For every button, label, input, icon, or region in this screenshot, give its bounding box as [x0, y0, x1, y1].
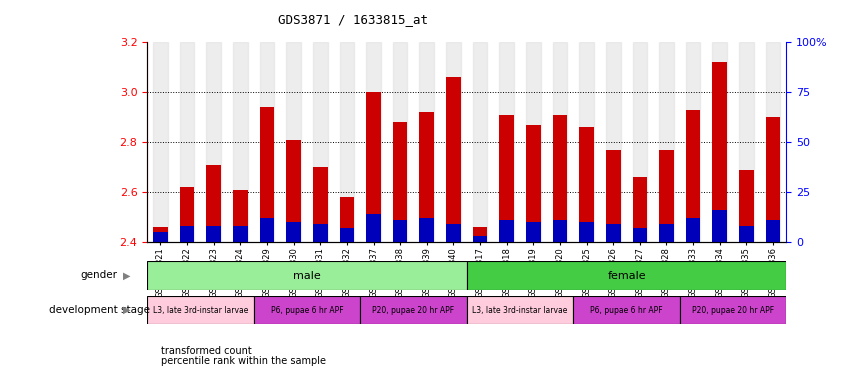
Bar [765, 117, 780, 242]
Bar [366, 92, 381, 242]
Bar [526, 124, 541, 242]
Text: GDS3871 / 1633815_at: GDS3871 / 1633815_at [278, 13, 428, 26]
Bar [147, 261, 467, 290]
Bar [233, 190, 248, 242]
Text: P20, pupae 20 hr APF: P20, pupae 20 hr APF [373, 306, 454, 314]
Bar [366, 214, 381, 242]
Text: ▶: ▶ [123, 270, 130, 280]
Bar [473, 227, 488, 242]
Bar [632, 42, 648, 242]
Bar [739, 42, 754, 242]
Bar [467, 296, 574, 324]
Bar [420, 112, 434, 242]
Text: female: female [607, 270, 646, 281]
Text: L3, late 3rd-instar larvae: L3, late 3rd-instar larvae [153, 306, 248, 314]
Bar [765, 42, 780, 242]
Bar [765, 220, 780, 242]
Bar [206, 42, 221, 242]
Bar [180, 226, 194, 242]
Bar [366, 42, 381, 242]
Text: ▶: ▶ [123, 305, 130, 315]
Bar [313, 167, 328, 242]
Bar [260, 42, 274, 242]
Bar [420, 42, 434, 242]
Bar [446, 224, 461, 242]
Bar [526, 222, 541, 242]
Bar [233, 226, 248, 242]
Bar [340, 197, 354, 242]
Bar [500, 115, 514, 242]
Bar [393, 220, 408, 242]
Bar [500, 220, 514, 242]
Bar [685, 110, 701, 242]
Bar [712, 62, 727, 242]
Bar [473, 236, 488, 242]
Bar [579, 42, 594, 242]
Bar [685, 42, 701, 242]
Bar [680, 296, 786, 324]
Bar [739, 226, 754, 242]
Text: P6, pupae 6 hr APF: P6, pupae 6 hr APF [590, 306, 663, 314]
Bar [632, 177, 648, 242]
Bar [206, 226, 221, 242]
Bar [286, 42, 301, 242]
Bar [473, 42, 488, 242]
Bar [260, 218, 274, 242]
Bar [340, 228, 354, 242]
Bar [420, 218, 434, 242]
Bar [739, 170, 754, 242]
Bar [579, 222, 594, 242]
Bar [153, 227, 168, 242]
Bar [500, 42, 514, 242]
Text: P20, pupae 20 hr APF: P20, pupae 20 hr APF [692, 306, 774, 314]
Bar [659, 42, 674, 242]
Bar [360, 296, 467, 324]
Bar [260, 107, 274, 242]
Bar [206, 165, 221, 242]
Bar [467, 261, 786, 290]
Bar [233, 42, 248, 242]
Bar [446, 77, 461, 242]
Text: transformed count: transformed count [161, 346, 252, 356]
Text: gender: gender [80, 270, 117, 280]
Bar [579, 127, 594, 242]
Bar [153, 232, 168, 242]
Bar [446, 42, 461, 242]
Bar [153, 42, 168, 242]
Bar [526, 42, 541, 242]
Bar [393, 122, 408, 242]
Bar [632, 228, 648, 242]
Bar [254, 296, 360, 324]
Bar [659, 224, 674, 242]
Bar [574, 296, 680, 324]
Bar [147, 296, 254, 324]
Bar [286, 140, 301, 242]
Bar [606, 42, 621, 242]
Bar [180, 42, 194, 242]
Text: development stage: development stage [49, 305, 150, 315]
Bar [553, 115, 568, 242]
Bar [553, 42, 568, 242]
Bar [393, 42, 408, 242]
Bar [286, 222, 301, 242]
Text: P6, pupae 6 hr APF: P6, pupae 6 hr APF [271, 306, 343, 314]
Text: male: male [294, 270, 320, 281]
Bar [313, 42, 328, 242]
Bar [712, 42, 727, 242]
Text: percentile rank within the sample: percentile rank within the sample [161, 356, 326, 366]
Bar [712, 210, 727, 242]
Bar [180, 187, 194, 242]
Bar [553, 220, 568, 242]
Bar [606, 150, 621, 242]
Bar [606, 224, 621, 242]
Bar [685, 218, 701, 242]
Bar [340, 42, 354, 242]
Bar [659, 150, 674, 242]
Text: L3, late 3rd-instar larvae: L3, late 3rd-instar larvae [473, 306, 568, 314]
Bar [313, 224, 328, 242]
